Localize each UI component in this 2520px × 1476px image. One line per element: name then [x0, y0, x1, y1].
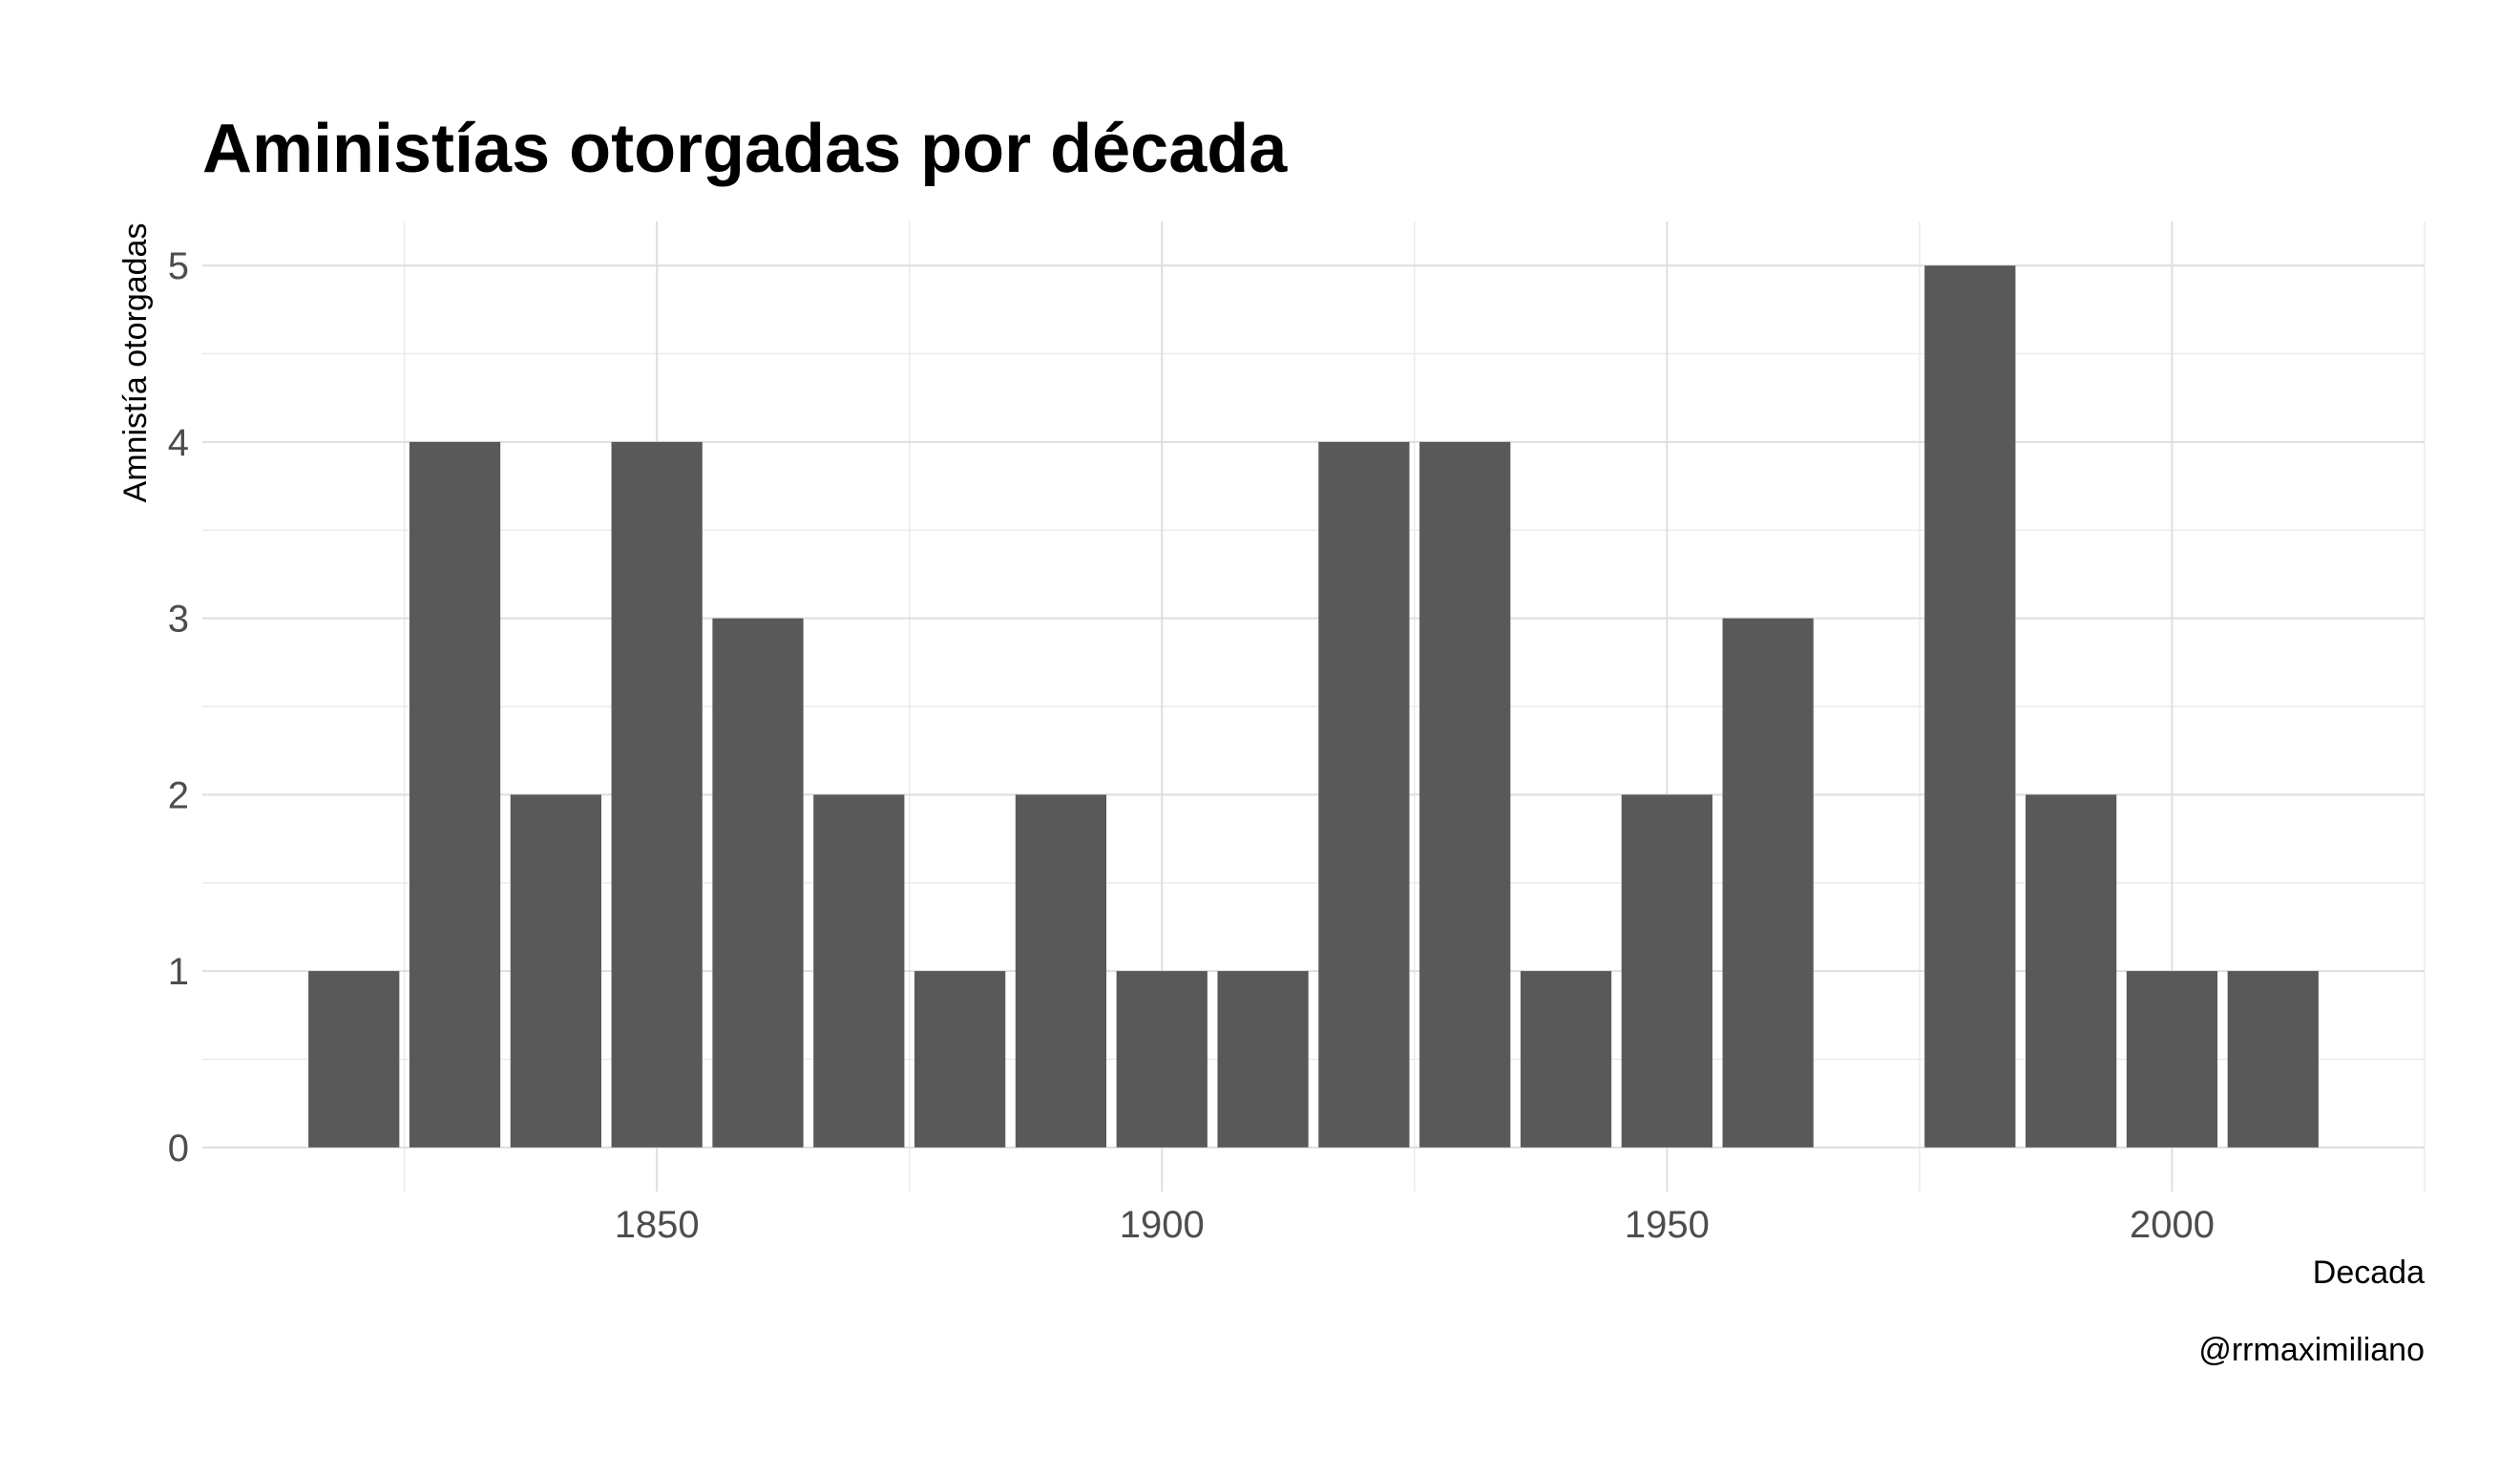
y-axis-ticks: 0 1 2 3 4 5: [168, 245, 189, 1170]
y-axis-label: Amnistía otorgadas: [117, 223, 154, 503]
x-tick-label: 1900: [1120, 1204, 1205, 1246]
x-tick-label: 1950: [1625, 1204, 1710, 1246]
bar-1840: [510, 794, 601, 1148]
bar-1980: [1924, 265, 2016, 1148]
bar-1920: [1318, 441, 1410, 1148]
bar-1890: [1015, 794, 1107, 1148]
y-tick-label: 5: [168, 245, 189, 287]
y-tick-label: 1: [168, 951, 189, 993]
bar-1900: [1116, 971, 1208, 1148]
caption: @rrmaximiliano: [2198, 1332, 2425, 1368]
bar-2000: [2126, 971, 2218, 1148]
y-tick-label: 3: [168, 599, 189, 641]
bar-1880: [914, 971, 1006, 1148]
x-tick-label: 2000: [2130, 1204, 2215, 1246]
bar-1950: [1621, 794, 1712, 1148]
x-axis-label: Decada: [2313, 1255, 2425, 1291]
bar-1820: [308, 971, 400, 1148]
bar-1830: [409, 441, 501, 1148]
bar-1860: [712, 618, 804, 1148]
bar-1850: [611, 441, 703, 1148]
bar-1990: [2026, 794, 2117, 1148]
y-tick-label: 4: [168, 422, 189, 464]
y-tick-label: 2: [168, 774, 189, 816]
bar-1960: [1722, 618, 1814, 1148]
chart-title: Aministías otorgadas por década: [202, 111, 1288, 187]
bar-1910: [1217, 971, 1309, 1148]
x-axis-ticks: 1850 1900 1950 2000: [615, 1204, 2215, 1246]
bar-1930: [1419, 441, 1511, 1148]
x-tick-label: 1850: [615, 1204, 700, 1246]
bar-1870: [813, 794, 905, 1148]
y-tick-label: 0: [168, 1128, 189, 1170]
bar-2010: [2227, 971, 2319, 1148]
bars: [308, 265, 2319, 1148]
bar-1940: [1520, 971, 1612, 1148]
